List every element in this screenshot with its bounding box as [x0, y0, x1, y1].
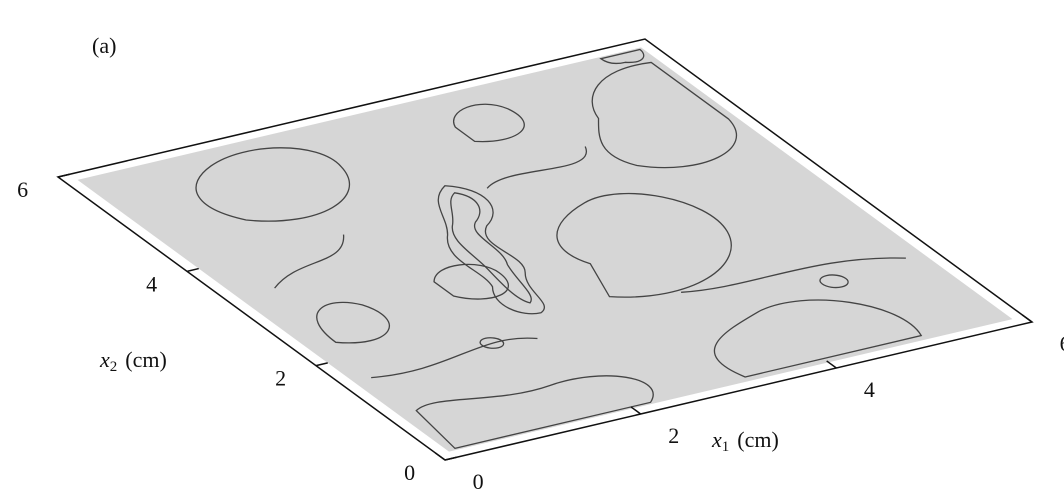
contour-region	[403, 361, 666, 449]
contour-region	[504, 181, 781, 304]
y-tick	[186, 267, 199, 273]
axis-subscript: 2	[110, 359, 118, 375]
contour-region	[815, 273, 854, 290]
x-tick-label: 4	[864, 377, 875, 402]
x-tick-label: 6	[1060, 331, 1064, 356]
x-tick	[434, 452, 446, 461]
y-tick	[57, 173, 70, 178]
y-tick-label: 2	[275, 366, 286, 391]
axis-symbol: x	[711, 427, 722, 452]
axis-unit: (cm)	[125, 347, 167, 372]
contour-region	[525, 62, 768, 178]
plane-fill	[77, 47, 1013, 452]
axis-symbol: x	[99, 347, 110, 372]
axis-subscript: 1	[722, 439, 730, 455]
contour-region	[476, 336, 508, 350]
y-tick	[444, 456, 457, 461]
contour-region	[437, 100, 540, 145]
contour-line	[184, 117, 906, 383]
y-tick	[315, 362, 328, 367]
axis-unit: (cm)	[737, 427, 779, 452]
y-tick-label: 4	[146, 271, 157, 296]
x-tick	[1021, 314, 1033, 323]
contour-region	[161, 138, 386, 232]
contour-plane	[77, 47, 1013, 452]
contour-region	[295, 297, 407, 347]
x-tick	[826, 360, 837, 369]
x-axis-label: x1 (cm)	[711, 427, 779, 455]
x-tick	[630, 406, 642, 415]
y-tick-label: 6	[17, 177, 28, 202]
panel-label: (a)	[92, 33, 116, 58]
x-tick-label: 0	[473, 469, 484, 489]
x-tick-label: 2	[668, 423, 679, 448]
contour-region	[674, 286, 925, 378]
contour-region	[366, 182, 618, 318]
contour-region	[394, 191, 593, 303]
contour-region	[601, 50, 652, 68]
y-axis-label: x2 (cm)	[99, 347, 167, 375]
contour-region	[422, 259, 523, 304]
y-tick-label: 0	[404, 460, 415, 485]
